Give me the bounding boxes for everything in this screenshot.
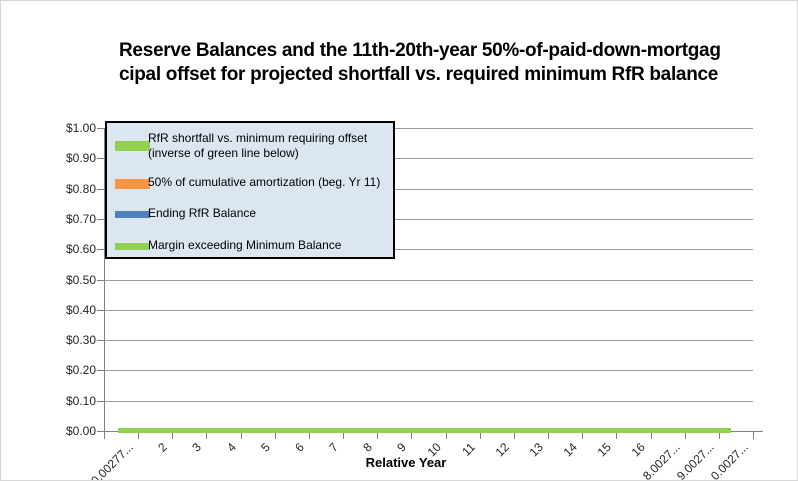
series-line-margin <box>118 428 731 433</box>
x-axis-tick <box>685 432 686 439</box>
x-axis-tick <box>343 432 344 439</box>
y-axis-label: $0.40 <box>65 303 96 317</box>
x-axis-label: 4 <box>224 440 239 455</box>
x-axis-tick <box>753 432 754 439</box>
x-axis-tick <box>548 432 549 439</box>
y-axis-tick <box>97 370 104 371</box>
y-axis-tick <box>97 128 104 129</box>
gridline <box>104 219 753 220</box>
x-axis-tick <box>172 432 173 439</box>
y-axis-tick <box>97 340 104 341</box>
chart-title-line1: Reserve Balances and the 11th-20th-year … <box>119 40 721 61</box>
x-axis-tick <box>309 432 310 439</box>
y-axis-label: $0.70 <box>65 212 96 226</box>
x-axis-label: 2 <box>155 440 170 455</box>
y-axis-tick <box>97 219 104 220</box>
gridline <box>104 310 753 311</box>
gridline <box>104 340 753 341</box>
chart-title: Reserve Balances and the 11th-20th-year … <box>119 39 721 87</box>
x-axis-tick <box>514 432 515 439</box>
legend-item-label: Margin exceeding Minimum Balance <box>148 238 342 252</box>
gridline <box>104 280 753 281</box>
x-axis-tick <box>616 432 617 439</box>
x-axis-label: 6 <box>292 440 307 455</box>
y-axis-label: $1.00 <box>65 121 96 135</box>
gridline <box>104 158 753 159</box>
legend-key-2 <box>115 179 150 189</box>
gridline <box>104 189 753 190</box>
x-axis-title: Relative Year <box>365 455 447 470</box>
x-axis-tick <box>104 432 105 439</box>
x-axis-tick <box>206 432 207 439</box>
y-axis-label: $0.20 <box>65 363 96 377</box>
legend-key-3 <box>115 211 150 218</box>
legend-item-label: 50% of cumulative amortization (beg. Yr … <box>148 175 381 189</box>
x-axis-label: 7 <box>326 440 341 455</box>
y-axis-label: $0.80 <box>65 182 96 196</box>
x-axis-tick <box>138 432 139 439</box>
x-axis-label: 3 <box>189 440 204 455</box>
y-axis-label: $0.00 <box>65 424 96 438</box>
y-axis-tick <box>97 431 104 432</box>
x-axis-tick <box>651 432 652 439</box>
y-axis-tick <box>97 280 104 281</box>
x-axis-label: 8 <box>360 440 375 455</box>
x-axis-tick <box>582 432 583 439</box>
x-axis-label: 9 <box>394 440 409 455</box>
x-axis-tick <box>446 432 447 439</box>
gridline <box>104 249 753 250</box>
x-axis-label: 0.0027... <box>707 440 751 481</box>
y-axis-label: $0.90 <box>65 151 96 165</box>
y-axis-tick <box>97 249 104 250</box>
y-axis-tick <box>97 401 104 402</box>
x-axis-tick <box>241 432 242 439</box>
gridline <box>104 128 753 129</box>
x-axis-tick <box>411 432 412 439</box>
chart-legend: RfR shortfall vs. minimum requiring offs… <box>105 121 395 259</box>
y-axis-line <box>104 128 105 431</box>
x-axis-tick <box>275 432 276 439</box>
gridline <box>104 370 753 371</box>
y-axis-label: $0.10 <box>65 394 96 408</box>
y-axis-tick <box>97 158 104 159</box>
x-axis-tick <box>480 432 481 439</box>
y-axis-tick <box>97 189 104 190</box>
x-axis-label: 5 <box>258 440 273 455</box>
legend-key-4 <box>115 243 150 250</box>
legend-key-1 <box>115 141 150 151</box>
chart-title-line2: cipal offset for projected shortfall vs.… <box>119 64 719 85</box>
y-axis-label: $0.50 <box>65 273 96 287</box>
y-axis-tick <box>97 310 104 311</box>
y-axis-label: $0.30 <box>65 333 96 347</box>
gridline <box>104 401 753 402</box>
legend-item-label: RfR shortfall vs. minimum requiring offs… <box>148 131 368 160</box>
x-axis-tick <box>377 432 378 439</box>
legend-item-label: Ending RfR Balance <box>148 206 257 220</box>
y-axis-label: $0.60 <box>65 242 96 256</box>
x-axis-tick <box>719 432 720 439</box>
